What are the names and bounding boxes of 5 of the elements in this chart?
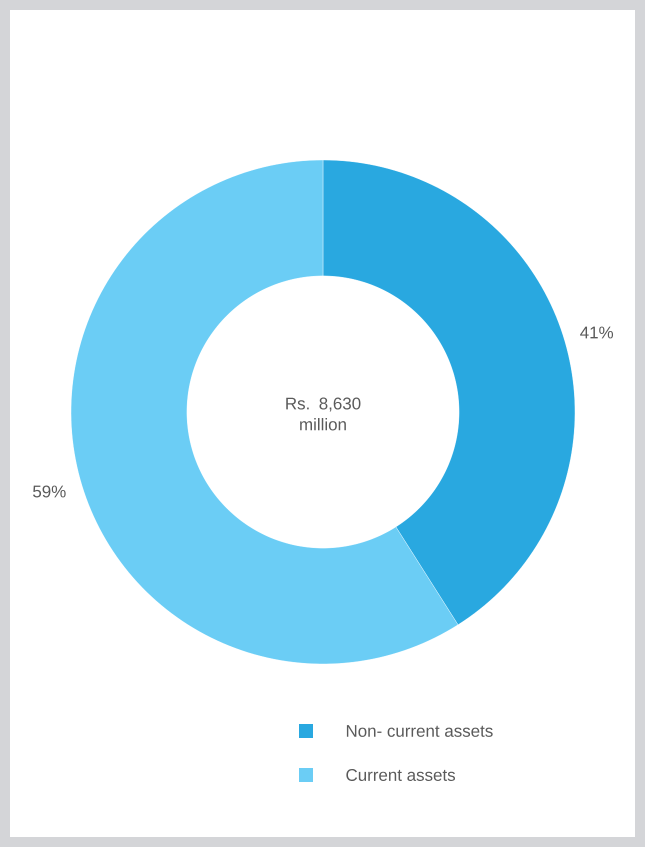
data-label: 59% <box>33 485 66 498</box>
data-label: 41% <box>580 326 614 338</box>
text: Rs. 8,630 million <box>286 398 360 430</box>
legend-label: Non- current assets <box>346 725 493 737</box>
legend-label: Current assets <box>346 768 456 781</box>
